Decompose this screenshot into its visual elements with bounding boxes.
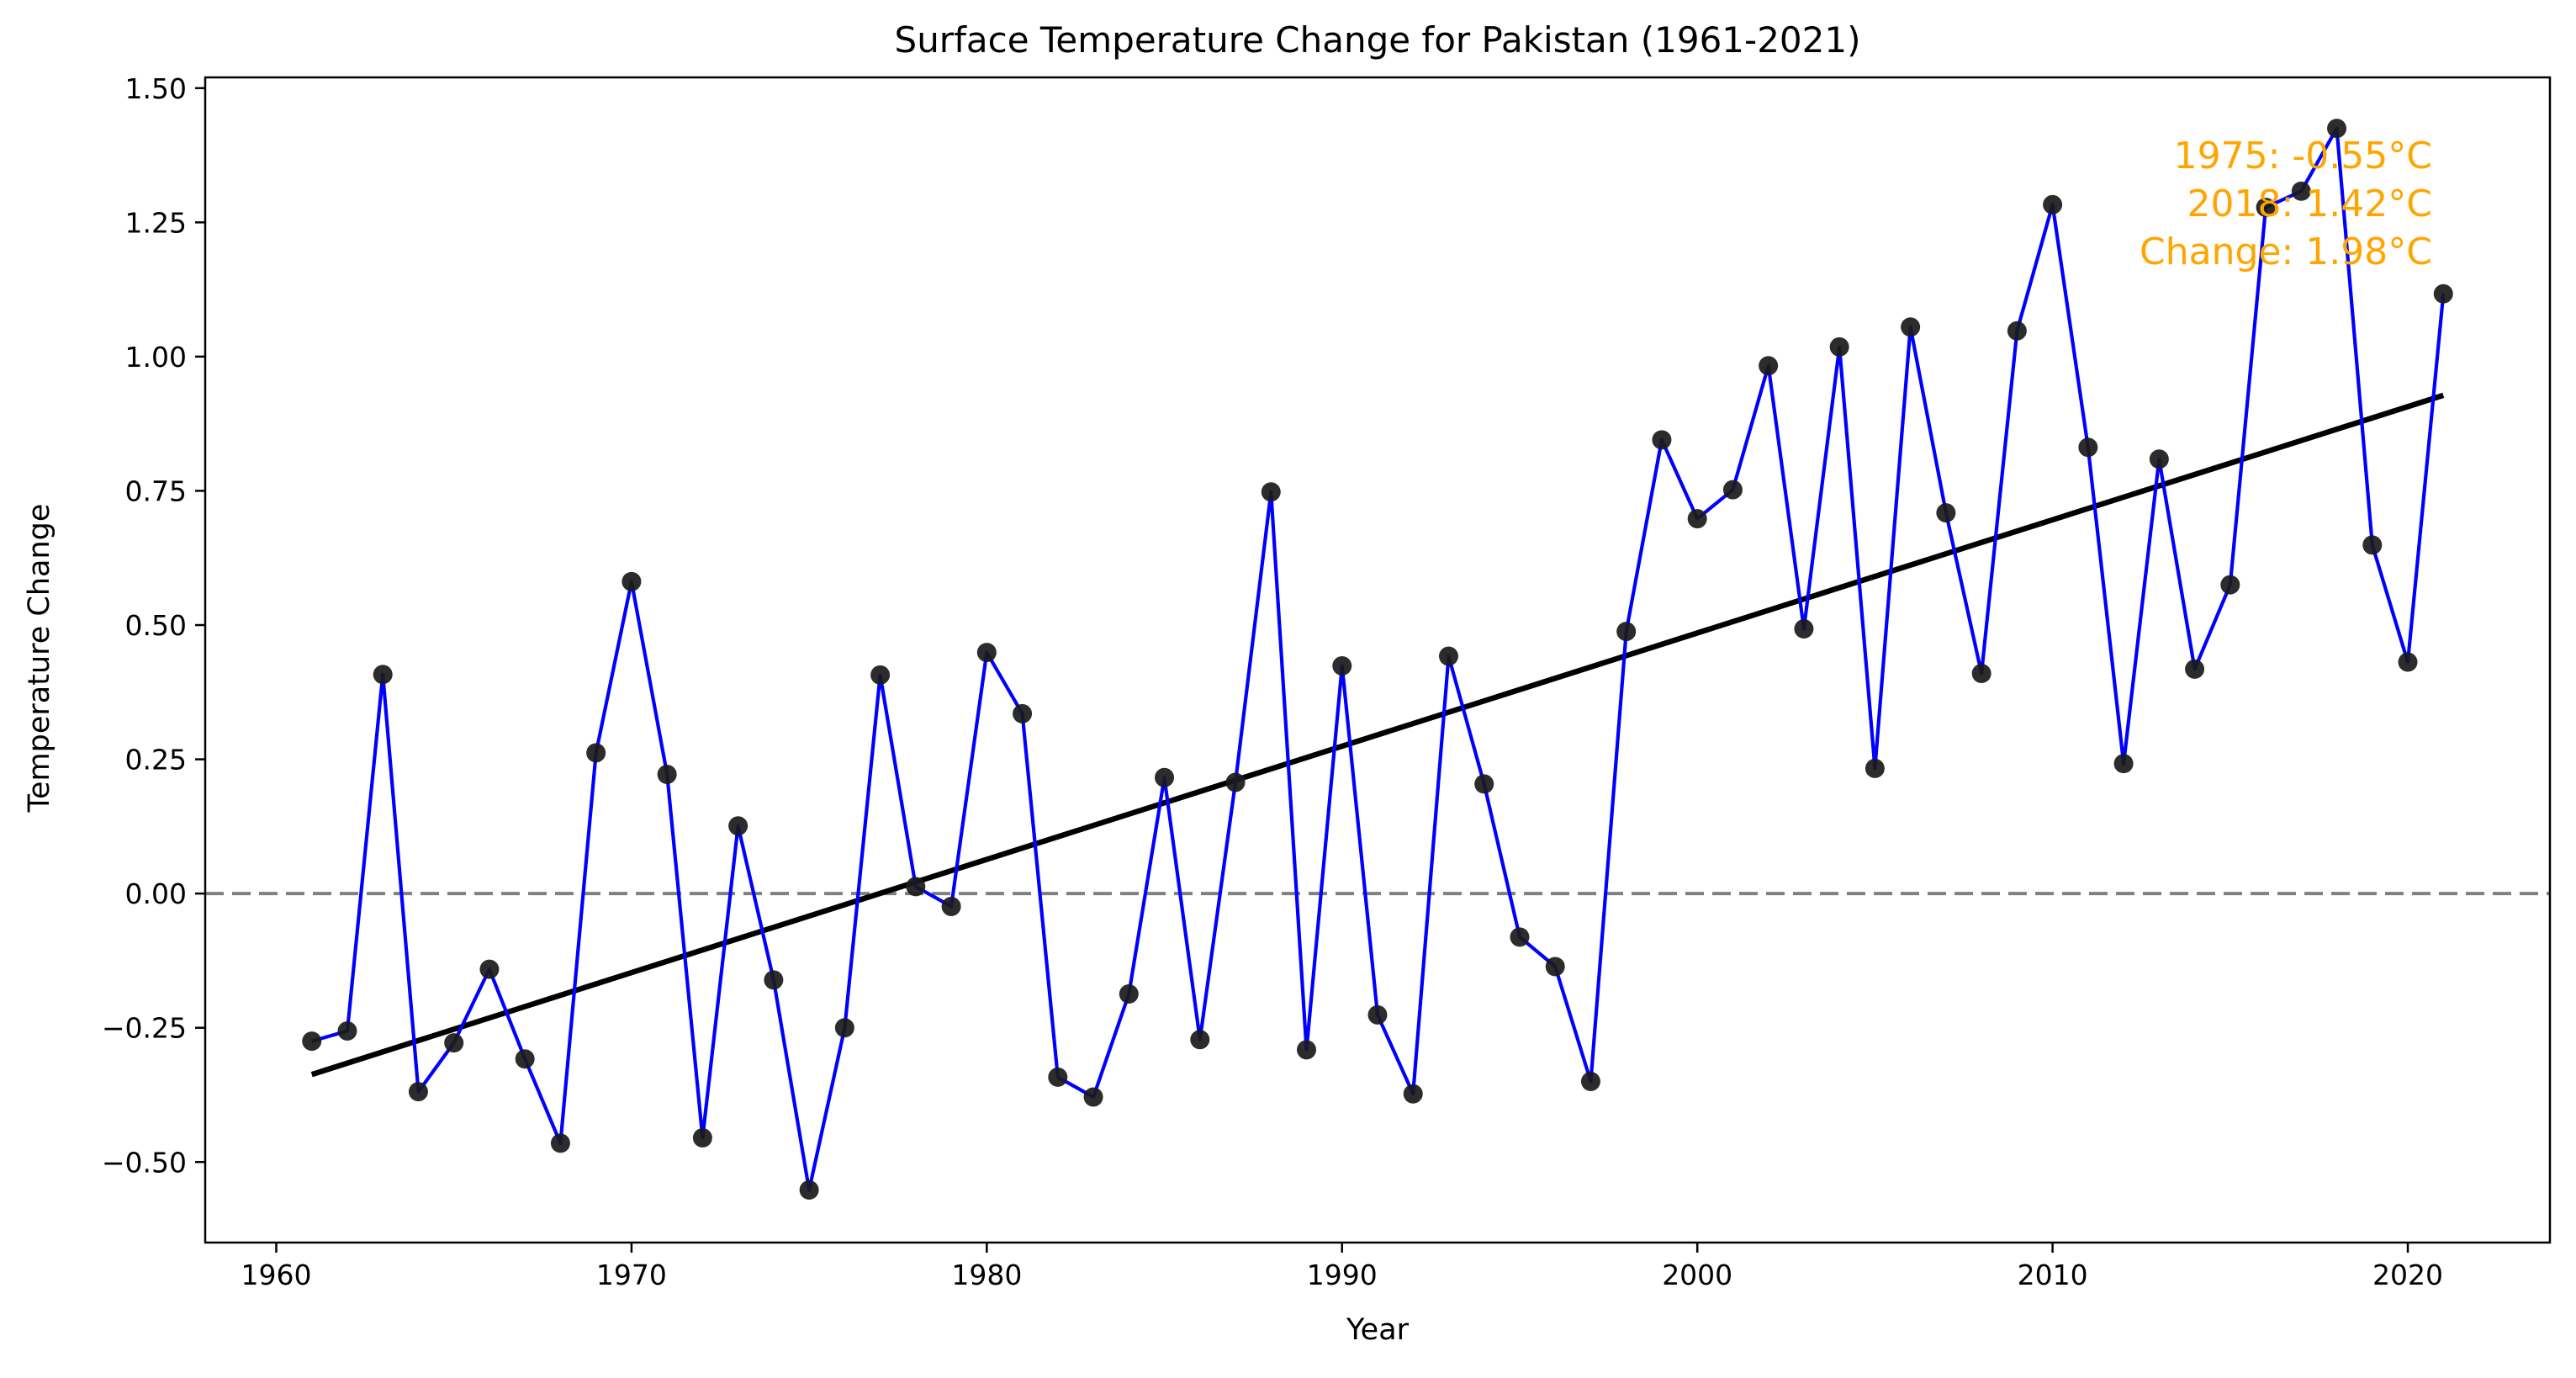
data-point bbox=[1687, 509, 1707, 529]
y-tick-label: 0.50 bbox=[125, 609, 187, 642]
x-tick-label: 1960 bbox=[241, 1259, 311, 1291]
data-point bbox=[2078, 437, 2098, 458]
y-axis-label: Temperature Change bbox=[23, 504, 56, 814]
data-point bbox=[1722, 480, 1743, 500]
x-tick-label: 1980 bbox=[951, 1259, 1022, 1291]
data-point bbox=[373, 665, 393, 685]
data-point bbox=[834, 1018, 854, 1038]
x-tick-label: 1990 bbox=[1307, 1259, 1378, 1291]
series-layer bbox=[311, 126, 2446, 1192]
y-tick-label: −0.25 bbox=[102, 1012, 187, 1045]
data-point bbox=[1155, 767, 1175, 787]
trend-line bbox=[310, 392, 2445, 1078]
plot-frame bbox=[204, 76, 2552, 1244]
data-point bbox=[1580, 1072, 1600, 1092]
data-point bbox=[444, 1033, 464, 1053]
data-point bbox=[2362, 535, 2383, 555]
annotation-line: 1975: -0.55°C bbox=[2174, 135, 2432, 178]
data-point bbox=[2113, 754, 2134, 774]
y-tick-label: 0.25 bbox=[125, 744, 187, 776]
data-point bbox=[941, 896, 961, 916]
data-point bbox=[1545, 957, 1565, 977]
data-point bbox=[337, 1021, 357, 1041]
data-point bbox=[479, 959, 500, 979]
data-point bbox=[1829, 337, 1849, 357]
data-point bbox=[764, 970, 784, 990]
annotation-line: 2018: 1.42°C bbox=[2187, 183, 2432, 225]
data-point bbox=[657, 764, 677, 784]
data-point bbox=[1936, 503, 1956, 523]
data-point bbox=[1652, 430, 1672, 450]
data-point bbox=[692, 1128, 712, 1148]
data-point bbox=[2398, 652, 2418, 672]
y-tick-label: 0.75 bbox=[125, 474, 187, 507]
data-point bbox=[1474, 774, 1494, 794]
data-point bbox=[2291, 181, 2311, 201]
data-point bbox=[515, 1049, 535, 1069]
data-point bbox=[1971, 663, 1992, 683]
annotation-line: Change: 1.98°C bbox=[2140, 231, 2432, 273]
data-point bbox=[302, 1031, 322, 1052]
data-point bbox=[1901, 317, 1921, 337]
data-point bbox=[550, 1133, 570, 1153]
data-point bbox=[870, 665, 891, 685]
data-point bbox=[1510, 927, 1530, 947]
data-point bbox=[2327, 119, 2347, 139]
data-point bbox=[1438, 646, 1458, 666]
data-point bbox=[2149, 449, 2169, 469]
data-point bbox=[1013, 703, 1033, 723]
series-line bbox=[311, 126, 2446, 1192]
data-point bbox=[799, 1179, 819, 1200]
data-point bbox=[2433, 284, 2453, 304]
data-point bbox=[408, 1082, 428, 1102]
data-point bbox=[1225, 772, 1246, 792]
data-point bbox=[2185, 659, 2205, 679]
y-tick-label: 1.50 bbox=[125, 72, 187, 105]
data-point bbox=[1332, 656, 1352, 676]
x-tick-label: 1970 bbox=[596, 1259, 667, 1291]
data-point bbox=[1190, 1030, 1210, 1050]
data-point bbox=[1865, 758, 1885, 778]
data-point bbox=[1367, 1004, 1388, 1025]
data-point bbox=[1616, 622, 1637, 642]
data-point bbox=[1403, 1084, 1423, 1104]
data-point bbox=[728, 816, 748, 836]
x-tick-label: 2010 bbox=[2018, 1259, 2088, 1291]
data-point bbox=[1119, 983, 1139, 1004]
trend-line-layer bbox=[310, 392, 2445, 1078]
data-point bbox=[1759, 356, 1779, 376]
data-point bbox=[2043, 194, 2063, 215]
data-point bbox=[906, 877, 926, 897]
data-point bbox=[586, 743, 606, 763]
data-point bbox=[1083, 1087, 1103, 1107]
data-point bbox=[976, 643, 997, 663]
annotation-layer: 1975: -0.55°C 2018: 1.42°C Change: 1.98°C bbox=[2140, 135, 2432, 273]
data-point bbox=[2007, 321, 2027, 341]
data-point bbox=[2220, 575, 2240, 595]
data-point bbox=[622, 571, 642, 591]
x-tick-label: 2020 bbox=[2372, 1259, 2443, 1291]
y-tick-label: 0.00 bbox=[125, 877, 187, 910]
chart-title: Surface Temperature Change for Pakistan … bbox=[895, 19, 1861, 61]
data-point bbox=[1261, 482, 1281, 502]
axes-layer: 1960 1970 1980 1990 2000 2010 2020 −0.50 −0.25 0.… bbox=[102, 72, 2552, 1291]
data-point bbox=[2256, 197, 2276, 217]
x-tick-label: 2000 bbox=[1662, 1259, 1732, 1291]
data-point bbox=[1297, 1040, 1317, 1060]
data-point bbox=[1794, 618, 1814, 639]
y-tick-label: −0.50 bbox=[102, 1146, 187, 1179]
x-axis-label: Year bbox=[1346, 1313, 1410, 1347]
data-point bbox=[1048, 1067, 1068, 1087]
y-tick-label: 1.00 bbox=[125, 341, 187, 374]
markers-layer bbox=[302, 119, 2453, 1200]
y-tick-label: 1.25 bbox=[125, 206, 187, 239]
